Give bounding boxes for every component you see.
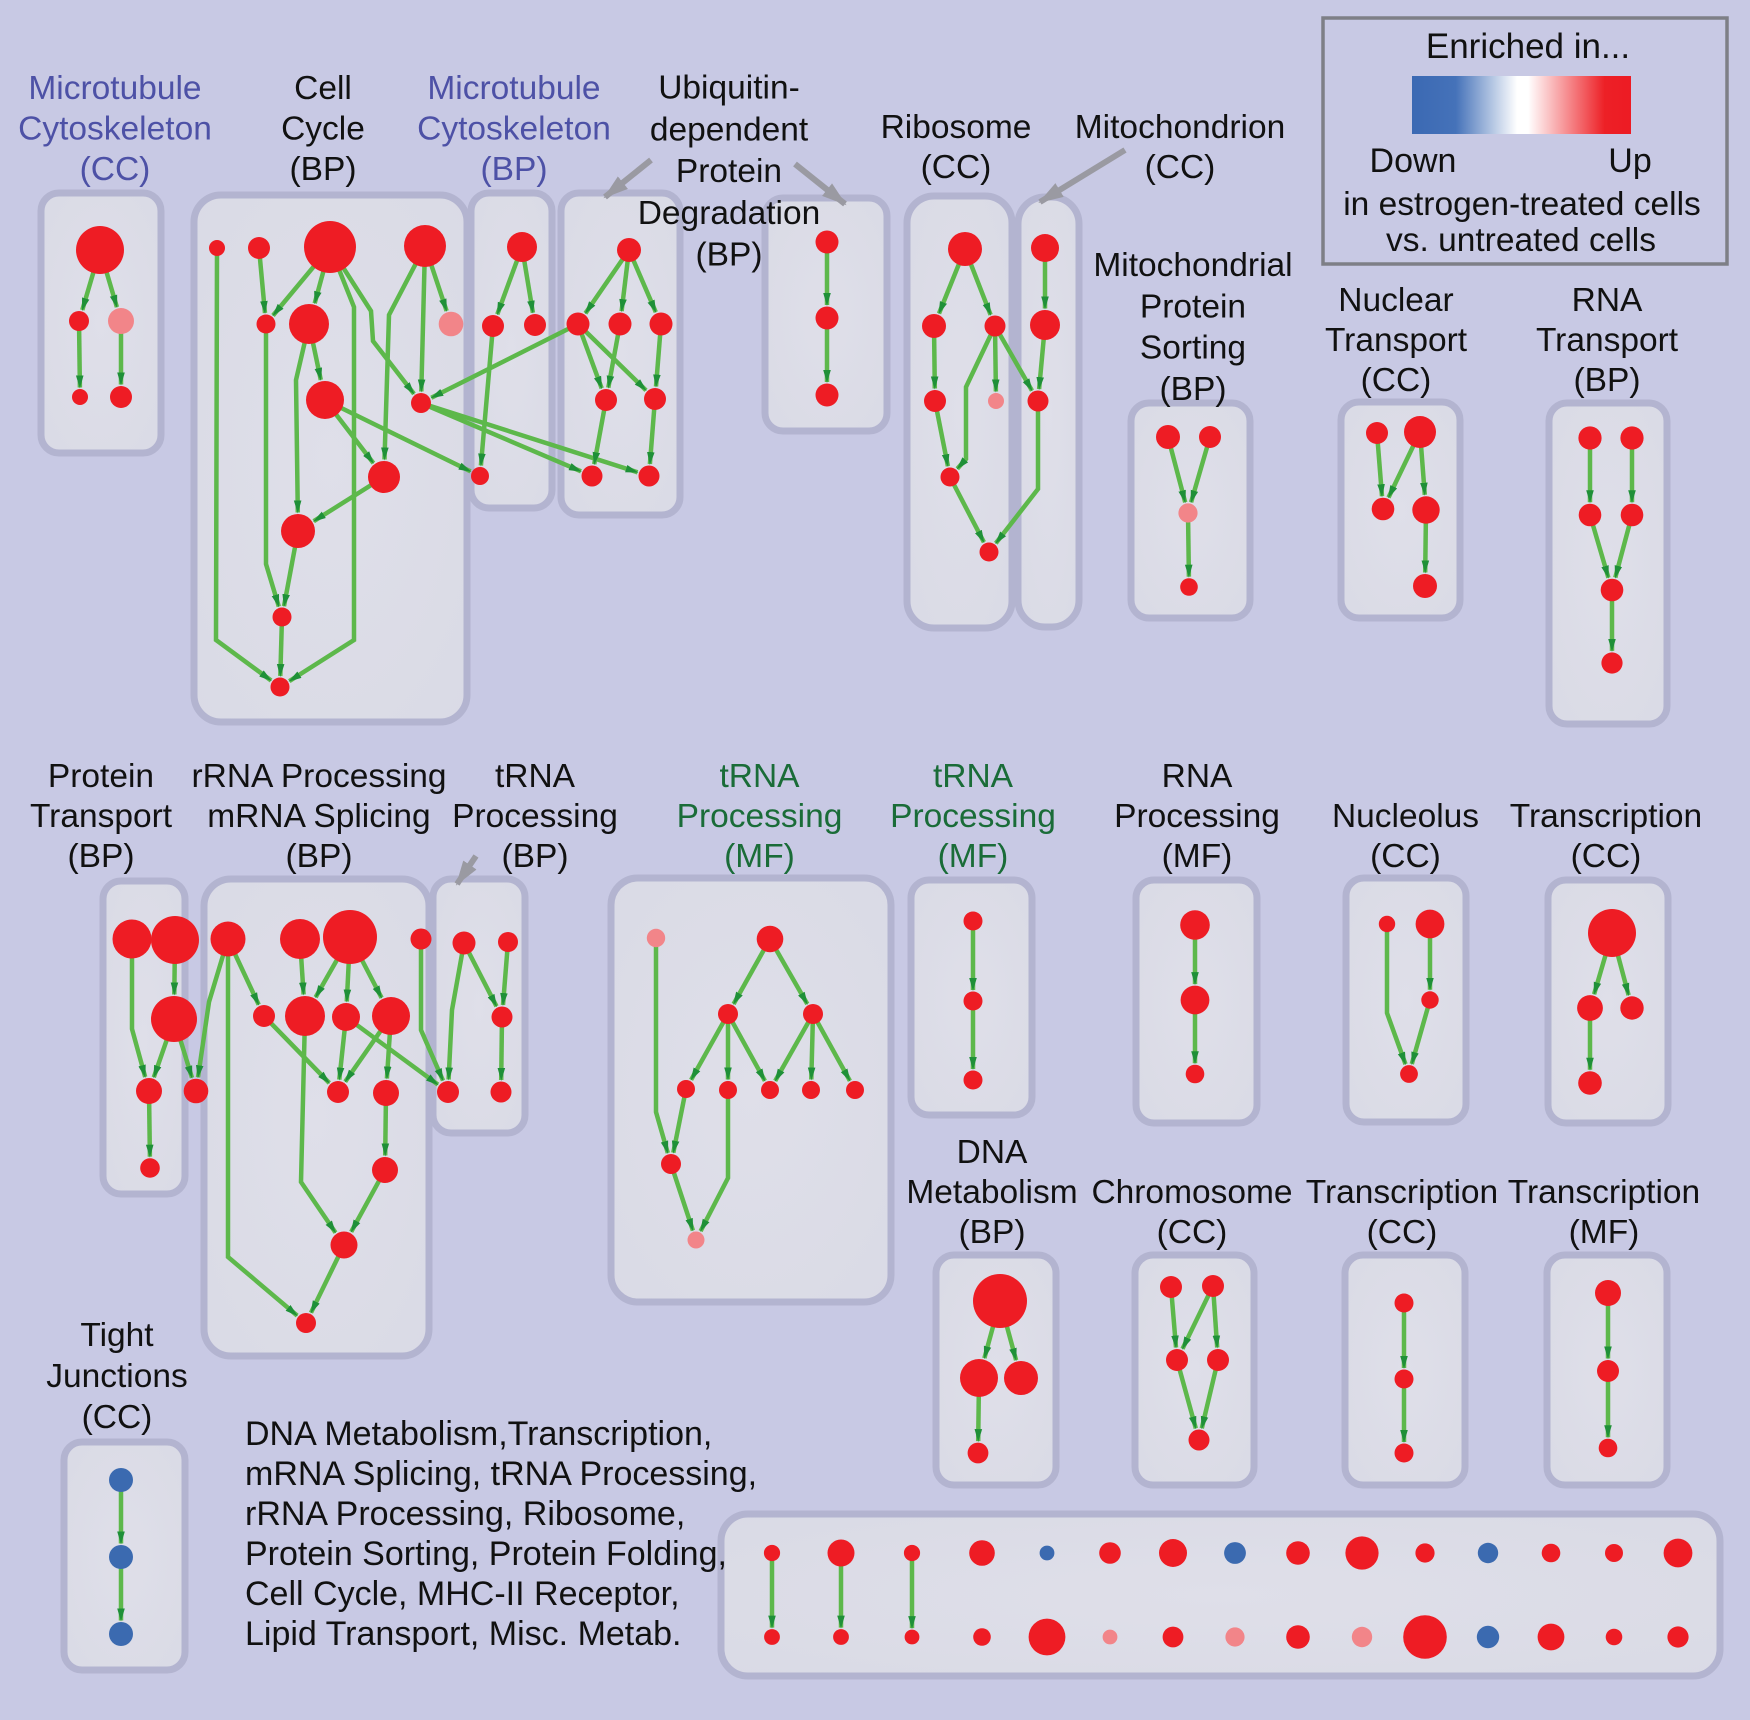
svg-text:(BP): (BP) (502, 838, 569, 875)
svg-text:Cytoskeleton: Cytoskeleton (417, 111, 611, 148)
svg-text:(CC): (CC) (921, 149, 992, 186)
svg-text:Transcription: Transcription (1508, 1174, 1700, 1211)
svg-text:(CC): (CC) (1145, 149, 1216, 186)
svg-text:Transport: Transport (1536, 322, 1679, 359)
svg-text:(BP): (BP) (481, 151, 548, 188)
svg-text:Cytoskeleton: Cytoskeleton (18, 111, 212, 148)
svg-text:Protein: Protein (676, 153, 782, 190)
svg-text:Ubiquitin-: Ubiquitin- (658, 70, 800, 107)
svg-text:Sorting: Sorting (1140, 330, 1246, 367)
svg-text:rRNA Processing, Ribosome,: rRNA Processing, Ribosome, (245, 1495, 685, 1533)
svg-text:mRNA Splicing, tRNA Processing: mRNA Splicing, tRNA Processing, (245, 1455, 757, 1493)
svg-text:Lipid Transport, Misc. Metab.: Lipid Transport, Misc. Metab. (245, 1615, 682, 1653)
svg-text:mRNA Splicing: mRNA Splicing (207, 798, 430, 835)
svg-text:(MF): (MF) (724, 838, 795, 875)
svg-text:(MF): (MF) (1569, 1214, 1640, 1251)
svg-text:Transport: Transport (1325, 322, 1468, 359)
svg-text:Cell: Cell (294, 70, 352, 107)
svg-text:(BP): (BP) (696, 237, 763, 274)
svg-text:DNA Metabolism,Transcription,: DNA Metabolism,Transcription, (245, 1415, 712, 1453)
svg-text:Nuclear: Nuclear (1338, 282, 1453, 319)
svg-text:DNA: DNA (957, 1134, 1028, 1171)
svg-text:Processing: Processing (1114, 798, 1280, 835)
svg-text:Protein: Protein (1140, 288, 1246, 325)
svg-text:Microtubule: Microtubule (427, 70, 600, 107)
svg-text:dependent: dependent (650, 111, 809, 148)
svg-text:Down: Down (1370, 142, 1457, 180)
svg-text:Degradation: Degradation (638, 195, 821, 232)
svg-text:(CC): (CC) (82, 1399, 153, 1436)
svg-text:Cycle: Cycle (281, 111, 365, 148)
svg-text:(CC): (CC) (1367, 1214, 1438, 1251)
svg-text:Up: Up (1608, 142, 1651, 180)
svg-text:Tight: Tight (80, 1317, 154, 1354)
svg-text:Metabolism: Metabolism (906, 1174, 1077, 1211)
svg-text:(CC): (CC) (1157, 1214, 1228, 1251)
svg-text:Enriched in...: Enriched in... (1426, 27, 1630, 66)
svg-text:tRNA: tRNA (495, 758, 576, 795)
svg-text:(BP): (BP) (1160, 371, 1227, 408)
svg-text:rRNA Processing: rRNA Processing (191, 758, 446, 795)
svg-text:Microtubule: Microtubule (28, 70, 201, 107)
svg-text:(BP): (BP) (68, 838, 135, 875)
svg-text:Protein Sorting, Protein Foldi: Protein Sorting, Protein Folding, (245, 1535, 727, 1573)
svg-text:tRNA: tRNA (719, 758, 800, 795)
svg-text:Nucleolus: Nucleolus (1332, 798, 1479, 835)
svg-text:(BP): (BP) (1574, 362, 1641, 399)
svg-text:(CC): (CC) (1361, 362, 1432, 399)
svg-text:RNA: RNA (1572, 282, 1643, 319)
svg-text:Junctions: Junctions (46, 1358, 188, 1395)
svg-text:(CC): (CC) (80, 151, 151, 188)
svg-text:(MF): (MF) (938, 838, 1009, 875)
svg-text:vs. untreated cells: vs. untreated cells (1386, 222, 1656, 259)
svg-text:(BP): (BP) (959, 1214, 1026, 1251)
svg-text:(BP): (BP) (290, 151, 357, 188)
svg-text:tRNA: tRNA (933, 758, 1014, 795)
svg-text:Cell Cycle, MHC-II Receptor,: Cell Cycle, MHC-II Receptor, (245, 1575, 680, 1613)
svg-text:(BP): (BP) (286, 838, 353, 875)
svg-text:Transcription: Transcription (1510, 798, 1702, 835)
svg-text:RNA: RNA (1162, 758, 1233, 795)
svg-text:Processing: Processing (677, 798, 843, 835)
svg-text:(MF): (MF) (1162, 838, 1233, 875)
svg-text:(CC): (CC) (1571, 838, 1642, 875)
svg-text:Mitochondrial: Mitochondrial (1093, 247, 1292, 284)
svg-text:Protein: Protein (48, 758, 154, 795)
svg-text:Mitochondrion: Mitochondrion (1075, 109, 1285, 146)
svg-text:Transcription: Transcription (1306, 1174, 1498, 1211)
svg-text:(CC): (CC) (1370, 838, 1441, 875)
svg-text:Ribosome: Ribosome (881, 109, 1032, 146)
svg-text:in estrogen-treated cells: in estrogen-treated cells (1343, 186, 1701, 223)
svg-text:Chromosome: Chromosome (1091, 1174, 1292, 1211)
svg-text:Processing: Processing (452, 798, 618, 835)
svg-text:Processing: Processing (890, 798, 1056, 835)
svg-text:Transport: Transport (30, 798, 173, 835)
